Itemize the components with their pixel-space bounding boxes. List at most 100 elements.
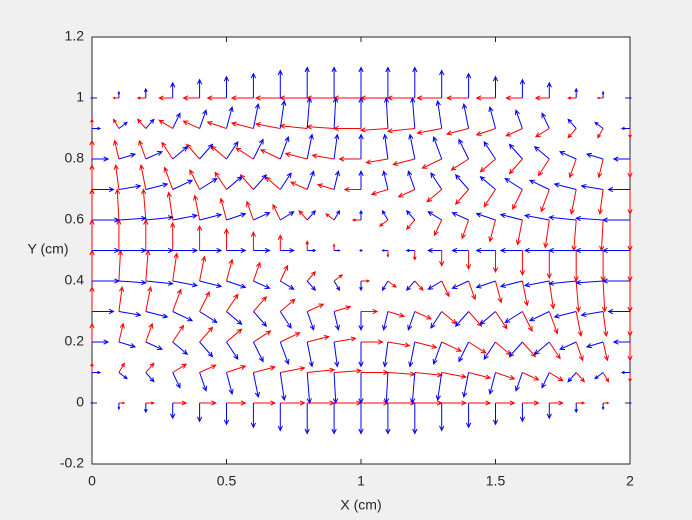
arrow [607,186,630,193]
arrow [627,189,633,216]
arrow [253,330,272,343]
arrow [279,341,290,366]
arrow [333,311,340,331]
arrow [451,212,469,221]
arrow [370,189,389,196]
arrow [359,127,388,133]
arrow [627,342,633,362]
arrow [182,95,200,101]
arrow [145,151,163,160]
arrow [118,285,125,312]
arrow [333,305,352,312]
arrow [90,96,94,100]
arrow [252,261,261,282]
arrow [290,181,308,190]
arrow [601,217,630,223]
arrow [306,303,325,312]
arrow [89,139,95,159]
arrow [250,72,257,98]
arrow [580,183,604,190]
arrow [515,219,523,246]
arrow [385,403,391,435]
arrow [454,189,469,206]
x-tick-label: 1.5 [486,473,506,489]
arrow [414,280,424,292]
arrow [333,170,340,190]
arrow [118,152,137,160]
arrow [118,279,147,286]
arrow [534,95,550,101]
arrow [284,152,308,160]
arrow [475,280,496,289]
arrow [306,341,314,368]
arrow [407,170,416,190]
arrow [226,106,234,129]
arrow [475,247,496,254]
arrow [521,311,533,333]
arrow [114,188,121,221]
y-tick-label: 0 [76,394,84,410]
arrow [585,152,604,160]
arrow [306,96,312,129]
arrow [508,158,523,175]
arrow [499,247,523,254]
arrow [381,280,389,292]
arrow [412,66,418,98]
arrow [118,183,142,190]
arrow [199,255,207,282]
arrow [392,158,415,166]
arrow [528,311,550,322]
arrow [332,372,339,405]
arrow [331,66,337,98]
arrow [386,250,390,258]
arrow [383,372,390,405]
arrow [405,209,416,221]
arrow [226,364,247,373]
arrow [170,221,176,251]
arrow [492,403,499,426]
arrow [387,341,411,348]
arrow [575,280,581,313]
arrow [332,96,339,129]
arrow [465,72,472,98]
arrow [172,247,199,254]
y-tick-label: 0.8 [65,150,85,166]
arrow [226,258,234,282]
arrow [382,341,389,368]
arrow [361,339,384,345]
arrow [597,128,604,139]
arrow [358,133,364,159]
arrow [223,403,230,426]
arrow [223,228,230,251]
arrow [226,293,239,312]
arrow [226,311,243,326]
arrow [488,372,496,395]
arrow [199,143,214,160]
arrow [338,156,361,162]
arrow [279,311,292,329]
arrow [546,403,552,420]
arrow [430,311,443,329]
arrow [253,173,268,190]
arrow [279,99,287,129]
arrow [117,90,121,98]
arrow [361,308,379,315]
arrow [252,372,260,399]
arrow [358,342,364,368]
arrow [541,372,550,389]
arrow [226,400,247,406]
arrow [334,249,341,252]
arrow [226,372,234,395]
arrow [145,341,163,350]
arrow [230,121,254,129]
arrow [158,119,173,129]
arrow [252,341,264,363]
arrow [145,401,156,405]
arrow [118,215,147,222]
arrow [483,341,496,361]
arrow [522,372,540,381]
arrow [479,175,496,190]
arrow [279,172,292,190]
arrow [450,158,469,171]
arrow [479,158,496,173]
